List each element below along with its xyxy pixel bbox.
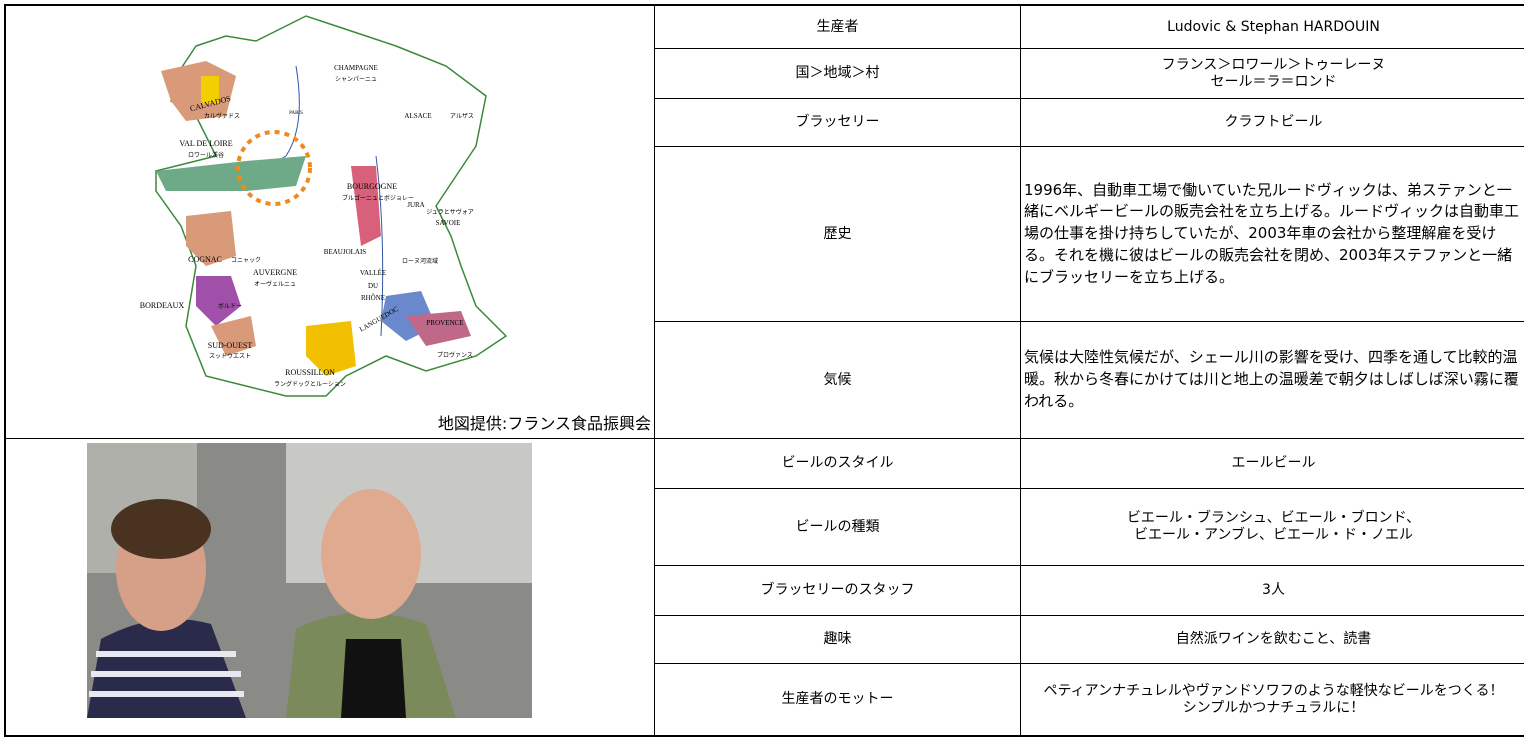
person-hair xyxy=(111,499,211,559)
map-label: VAL DE LOIRE xyxy=(179,139,232,148)
row-label: 生産者のモットー xyxy=(655,664,1020,735)
map-label: ブルゴーニュとボジョレー xyxy=(342,194,414,202)
row-label: ブラッセリーのスタッフ xyxy=(655,566,1020,615)
person-face xyxy=(321,489,421,619)
map-label: DU xyxy=(368,282,378,290)
row-value: ビエール・ブランシュ、ビエール・ブロンド、 ビエール・アンブレ、ビエール・ド・ノ… xyxy=(1021,489,1526,565)
map-label: ロワール渓谷 xyxy=(188,151,224,159)
region xyxy=(406,311,471,346)
row-value: Ludovic & Stephan HARDOUIN xyxy=(1021,6,1526,48)
map-label: PROVENCE xyxy=(427,319,464,327)
map-cell: CALVADOS カルヴァドス CHAMPAGNE シャンパーニュ PARIS ALSAC… xyxy=(6,6,654,438)
map-label: SUD-OUEST xyxy=(208,341,253,350)
map-label: オーヴェルニュ xyxy=(254,280,296,288)
row-value: クラフトビール xyxy=(1021,99,1526,146)
row-label: 気候 xyxy=(655,322,1020,438)
map-label: ALSACE xyxy=(404,112,431,120)
row-value: エールビール xyxy=(1021,439,1526,488)
row-label: ブラッセリー xyxy=(655,99,1020,146)
map-label: AUVERGNE xyxy=(253,268,297,277)
map-label: BOURGOGNE xyxy=(347,182,397,191)
map-label: カルヴァドス xyxy=(204,112,240,120)
region xyxy=(156,156,306,191)
map-label: ローヌ河流域 xyxy=(402,257,438,265)
row-value: 自然派ワインを飲むこと、読書 xyxy=(1021,616,1526,663)
map-label: BEAUJOLAIS xyxy=(324,248,366,256)
region xyxy=(306,321,356,376)
region xyxy=(186,211,236,266)
row-label: 生産者 xyxy=(655,6,1020,48)
row-label: ビールのスタイル xyxy=(655,439,1020,488)
map-label: シャンパーニュ xyxy=(335,76,377,83)
map-label: COGNAC xyxy=(188,255,222,264)
row-label: ビールの種類 xyxy=(655,489,1020,565)
region xyxy=(351,166,381,246)
map-label: ROUSSILLON xyxy=(285,368,335,377)
map-label: RHÔNE xyxy=(361,294,385,302)
region xyxy=(201,76,219,104)
row-label: 国＞地域＞村 xyxy=(655,49,1020,98)
region xyxy=(211,316,256,356)
highlight-circle xyxy=(236,130,312,206)
person-shirt xyxy=(341,639,406,718)
map-label: ジュラとサヴォア xyxy=(426,208,474,216)
map-label: JURA xyxy=(407,201,425,209)
map-label: VALLÉE xyxy=(360,269,386,277)
map-label: スッドウエスト xyxy=(209,352,251,360)
row-value: フランス＞ロワール＞トゥーレーヌ セール＝ラ＝ロンド xyxy=(1021,49,1526,98)
map-caption: 地図提供:フランス食品振興会 xyxy=(438,414,651,433)
photo-cell xyxy=(6,439,654,735)
row-value: 気候は大陸性気候だが、シェール川の影響を受け、四季を通して比較的温暖。秋から冬春… xyxy=(1021,322,1526,438)
map-label: プロヴァンス xyxy=(437,351,473,359)
row-label: 趣味 xyxy=(655,616,1020,663)
river xyxy=(375,155,384,337)
map-label: PARIS xyxy=(289,111,303,116)
map-label: CHAMPAGNE xyxy=(334,64,378,72)
map-label: ラングドックとルーション xyxy=(274,380,346,388)
map-label: コニャック xyxy=(231,257,261,264)
info-table: CALVADOS カルヴァドス CHAMPAGNE シャンパーニュ PARIS ALSAC… xyxy=(4,4,1526,737)
map-label: SAVOIE xyxy=(436,219,461,227)
row-value: 3人 xyxy=(1021,566,1526,615)
stripes xyxy=(89,651,244,697)
map-label: アルザス xyxy=(450,113,474,120)
map-label: BORDEAUX xyxy=(140,301,185,310)
producer-photo xyxy=(87,443,532,718)
region xyxy=(196,276,241,326)
row-value: ペティアンナチュレルやヴァンドソワフのような軽快なビールをつくる！ シンプルかつ… xyxy=(1021,664,1526,735)
row-value: 1996年、自動車工場で働いていた兄ルードヴィックは、弟ステァンと一緒にベルギー… xyxy=(1021,147,1526,321)
row-label: 歴史 xyxy=(655,147,1020,321)
map-label: ボルドー xyxy=(218,302,242,310)
